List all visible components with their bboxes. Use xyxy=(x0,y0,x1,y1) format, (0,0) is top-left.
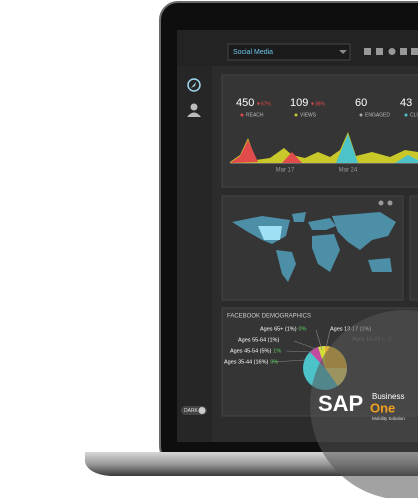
stat-dot xyxy=(404,113,408,117)
dropdown-text: Social Media xyxy=(233,49,273,56)
toggle-label: DARK xyxy=(184,408,199,414)
stat-label: REACH xyxy=(246,112,264,118)
demographic-label: Ages 55-64 (1%) xyxy=(238,337,279,343)
toggle-knob xyxy=(198,407,206,414)
date-label: Mar 24 xyxy=(339,168,358,174)
stat-label: CLIC xyxy=(410,112,418,118)
user-body xyxy=(187,112,201,117)
stat-change: ▼38% xyxy=(310,101,326,107)
demographic-label: Ages 65+ (1%) xyxy=(260,326,297,332)
logo-tagline: Mobility Solution xyxy=(372,416,405,421)
panel-icon[interactable] xyxy=(387,200,393,206)
logo-brand: SAP xyxy=(318,391,363,416)
compass-icon[interactable] xyxy=(187,78,201,92)
dropdown[interactable] xyxy=(227,43,351,61)
date-label: Mar 17 xyxy=(276,168,295,174)
leader-lines xyxy=(271,329,331,363)
area-cyan xyxy=(336,134,418,163)
stat-value: 109 xyxy=(290,97,308,109)
world-map xyxy=(232,212,396,282)
logo-backdrop xyxy=(310,310,418,498)
area-yellow xyxy=(230,132,418,163)
stat-dot xyxy=(240,113,244,117)
stat-change: ▼67% xyxy=(256,101,272,107)
panel-title: FACEBOOK DEMOGRAPHICS xyxy=(227,314,311,320)
demographic-label: Ages 35-44 (16%) xyxy=(224,359,268,365)
sidebar xyxy=(177,66,212,442)
demographic-change: 0% xyxy=(270,359,278,365)
stat-label: ENGAGED xyxy=(365,112,390,118)
toolbar-icons[interactable] xyxy=(364,48,418,55)
stat-label: VIEWS xyxy=(300,112,317,118)
user-icon[interactable] xyxy=(190,103,198,111)
demographic-change: 0% xyxy=(299,326,307,332)
compass-needle xyxy=(191,82,196,88)
stats-panel xyxy=(221,74,418,188)
stat-value: 60 xyxy=(355,97,367,109)
area-red xyxy=(230,140,302,163)
stat-dot xyxy=(359,113,363,117)
side-panel xyxy=(409,195,418,301)
stat-dot xyxy=(294,113,298,117)
stat-value: 43 xyxy=(400,97,412,109)
demographic-label: Ages 45-54 (5%) xyxy=(230,348,271,354)
panel-icon[interactable] xyxy=(378,200,384,206)
demographic-change: 1% xyxy=(273,348,281,354)
stat-value: 450 xyxy=(236,97,254,109)
logo-line2: One xyxy=(370,400,395,415)
dropdown-arrow xyxy=(339,50,347,54)
logo-line1: Business xyxy=(372,392,404,401)
